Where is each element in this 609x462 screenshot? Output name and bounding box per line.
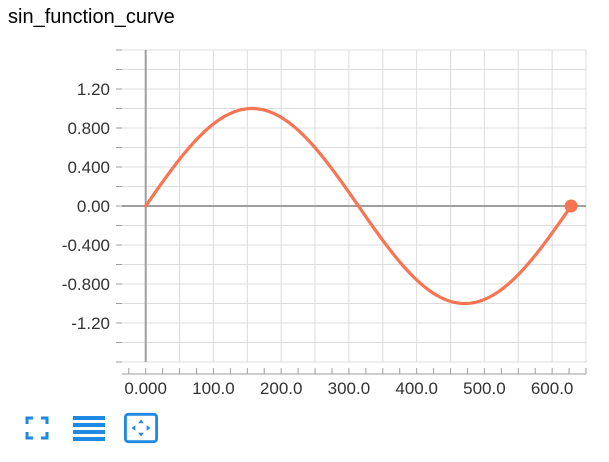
x-tick-label: 300.0: [328, 379, 371, 398]
y-tick-label: 1.20: [77, 80, 110, 99]
chart-title: sin_function_curve: [8, 6, 175, 28]
y-tick-label: -0.800: [62, 275, 110, 294]
series-endpoint-marker: [564, 199, 578, 213]
x-tick-label: 200.0: [260, 379, 303, 398]
fit-domain-icon: [25, 416, 49, 440]
x-tick-label: 100.0: [192, 379, 235, 398]
expand-chart-button[interactable]: [124, 411, 158, 445]
y-tick-label: 0.400: [67, 158, 110, 177]
y-tick-label: -1.20: [71, 314, 110, 333]
y-tick-label: 0.800: [67, 119, 110, 138]
chart-toolbar: [20, 410, 176, 446]
sin-series-line: [144, 106, 573, 306]
sin-line-chart[interactable]: 1.20 0.800 0.400 0.00 -0.400 -0.800 -1.20 0.000…: [0, 0, 609, 410]
x-tick-label: 600.0: [531, 379, 574, 398]
x-tick-label: 500.0: [463, 379, 506, 398]
y-tick-label: -0.400: [62, 236, 110, 255]
toggle-log-scale-icon: [73, 416, 105, 441]
y-tick-label: 0.00: [77, 197, 110, 216]
expand-chart-icon: [124, 412, 158, 444]
x-tick-label: 400.0: [395, 379, 438, 398]
fit-domain-button[interactable]: [20, 411, 54, 445]
x-tick-label: 0.000: [124, 379, 167, 398]
toggle-log-scale-button[interactable]: [72, 411, 106, 445]
